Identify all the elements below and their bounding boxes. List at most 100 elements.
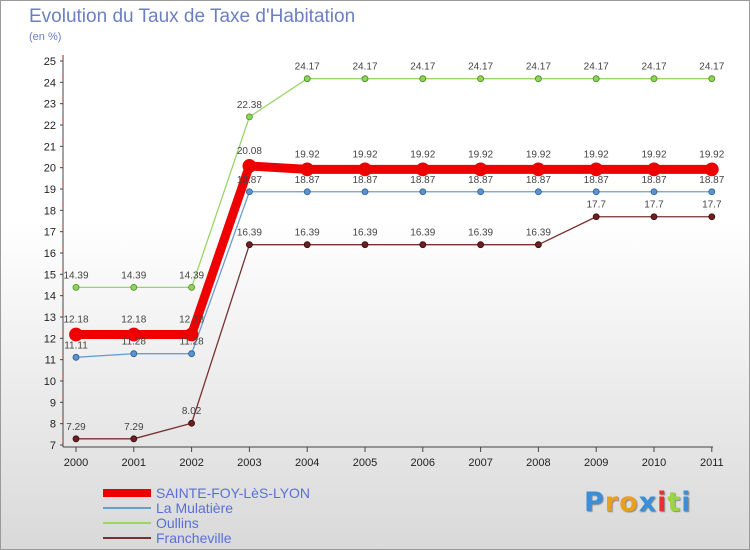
y-tick-label: 24: [44, 77, 56, 89]
y-tick-label: 19: [44, 184, 56, 196]
data-point[interactable]: [477, 75, 485, 83]
data-point[interactable]: [535, 75, 542, 83]
data-point[interactable]: [130, 283, 138, 291]
x-tick-label: 2010: [642, 457, 666, 469]
data-point[interactable]: [535, 188, 542, 196]
data-label: 24.17: [410, 62, 435, 73]
data-label: 17.7: [702, 200, 722, 211]
data-point[interactable]: [650, 75, 658, 83]
data-point[interactable]: [708, 75, 716, 83]
data-point[interactable]: [419, 188, 427, 196]
data-point[interactable]: [419, 241, 427, 249]
data-label: 16.39: [295, 228, 320, 239]
data-label: 12.18: [179, 314, 204, 325]
data-point[interactable]: [188, 419, 196, 427]
data-point[interactable]: [72, 435, 80, 443]
data-point[interactable]: [72, 283, 80, 291]
data-point[interactable]: [188, 283, 196, 291]
legend-swatch: [103, 507, 151, 509]
data-point[interactable]: [184, 327, 199, 342]
data-point[interactable]: [708, 213, 716, 221]
data-label: 24.17: [526, 62, 551, 73]
data-point[interactable]: [531, 162, 546, 177]
data-label: 22.38: [237, 100, 262, 111]
legend-label: La Mulatière: [156, 500, 234, 516]
data-label: 16.39: [468, 228, 493, 239]
data-point[interactable]: [303, 188, 311, 196]
data-label: 24.17: [468, 62, 493, 73]
data-point[interactable]: [650, 188, 658, 196]
chart-title: Evolution du Taux de Taxe d'Habitation: [29, 6, 356, 27]
data-point[interactable]: [704, 162, 719, 177]
data-point[interactable]: [647, 162, 661, 177]
data-point[interactable]: [361, 241, 369, 249]
legend-label: Oullins: [156, 515, 199, 531]
logo-letter: r: [604, 487, 620, 518]
data-label: 18.87: [526, 175, 551, 186]
data-label: 7.29: [66, 422, 86, 433]
data-label: 18.87: [468, 175, 493, 186]
y-tick-label: 12: [44, 333, 56, 345]
data-point[interactable]: [361, 75, 369, 83]
data-point[interactable]: [415, 162, 430, 177]
series-line: [75, 78, 713, 288]
data-point[interactable]: [245, 188, 253, 196]
legend-label: Francheville: [156, 530, 232, 546]
data-label: 19.92: [584, 149, 609, 160]
series-3: [72, 213, 716, 443]
x-tick-label: 2002: [179, 457, 203, 469]
data-point[interactable]: [589, 162, 604, 177]
y-tick-label: 21: [44, 141, 56, 153]
data-point[interactable]: [245, 241, 253, 249]
data-point[interactable]: [303, 241, 311, 249]
logo-letter: i: [681, 487, 692, 518]
data-point[interactable]: [69, 327, 83, 342]
data-label: 24.17: [699, 62, 724, 73]
legend-label: SAINTE-FOY-LèS-LYON: [156, 485, 311, 501]
data-label: 19.92: [526, 149, 551, 160]
y-tick-label: 17: [44, 227, 56, 239]
data-point[interactable]: [130, 435, 138, 443]
data-point[interactable]: [126, 327, 141, 342]
legend-swatch: [103, 489, 151, 497]
x-tick-label: 2005: [353, 457, 377, 469]
data-point[interactable]: [358, 162, 372, 177]
data-point[interactable]: [708, 188, 716, 196]
series-0: [69, 159, 719, 342]
data-point[interactable]: [130, 350, 138, 358]
data-point[interactable]: [300, 162, 315, 177]
data-label: 24.17: [352, 62, 377, 73]
data-label: 18.87: [584, 175, 609, 186]
data-point[interactable]: [477, 188, 485, 196]
data-point[interactable]: [72, 353, 80, 361]
data-label: 12.18: [63, 314, 88, 325]
x-tick-label: 2011: [700, 457, 724, 469]
data-point[interactable]: [592, 75, 600, 83]
y-tick-label: 13: [44, 312, 56, 324]
y-tick-label: 16: [44, 248, 56, 260]
data-label: 19.92: [410, 149, 435, 160]
data-label: 14.39: [63, 270, 88, 281]
x-tick-label: 2000: [64, 457, 88, 469]
data-point[interactable]: [535, 241, 542, 249]
data-point[interactable]: [188, 350, 196, 358]
data-point[interactable]: [245, 113, 253, 121]
data-point[interactable]: [419, 75, 427, 83]
data-label: 19.92: [641, 149, 666, 160]
data-point[interactable]: [592, 213, 600, 221]
data-label: 14.39: [121, 270, 146, 281]
data-label: 24.17: [584, 62, 609, 73]
data-point[interactable]: [473, 162, 488, 177]
data-point[interactable]: [303, 75, 311, 83]
data-point[interactable]: [592, 188, 600, 196]
data-point[interactable]: [242, 159, 257, 173]
data-point[interactable]: [477, 241, 485, 249]
data-point[interactable]: [650, 213, 658, 221]
data-label: 17.7: [586, 200, 606, 211]
data-label: 17.7: [644, 200, 664, 211]
y-tick-label: 14: [44, 291, 56, 303]
data-point[interactable]: [361, 188, 369, 196]
data-label: 11.11: [64, 340, 88, 351]
